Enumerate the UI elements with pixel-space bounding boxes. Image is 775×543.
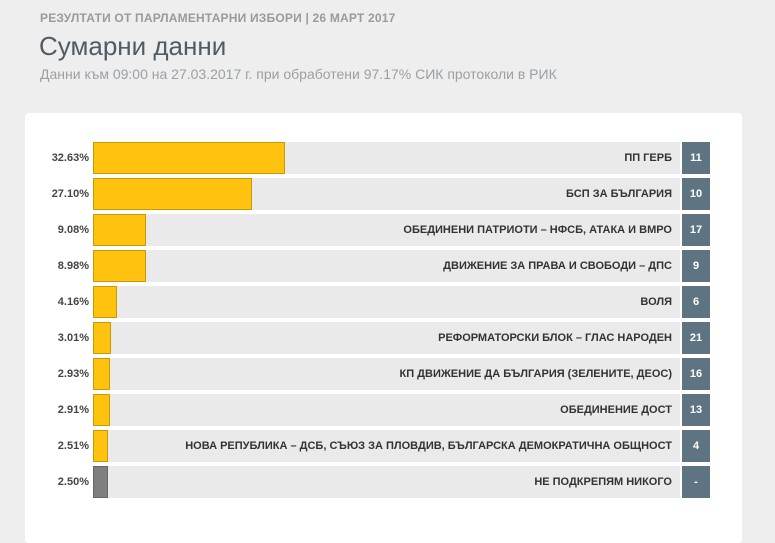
seats-badge: - [682, 466, 710, 498]
result-row: 3.01% РЕФОРМАТОРСКИ БЛОК – ГЛАС НАРОДЕН 21 [25, 322, 742, 354]
seats-badge: 21 [682, 322, 710, 354]
party-label: ПП ГЕРБ [624, 152, 672, 164]
bar-track: ПП ГЕРБ [93, 142, 680, 174]
seats-badge: 10 [682, 178, 710, 210]
seats-badge: 4 [682, 430, 710, 462]
seats-badge: 9 [682, 250, 710, 282]
seats-badge: 13 [682, 394, 710, 426]
percent-label: 8.98% [57, 260, 89, 272]
party-label: НОВА РЕПУБЛИКА – ДСБ, СЪЮЗ ЗА ПЛОВДИВ, Б… [185, 440, 672, 452]
party-label: ДВИЖЕНИЕ ЗА ПРАВА И СВОБОДИ – ДПС [443, 260, 672, 272]
results-card: 32.63% ПП ГЕРБ 11 27.10% БСП ЗА БЪЛГАРИЯ 10 9.… [25, 113, 742, 543]
bar [93, 286, 118, 318]
percent-label: 2.51% [57, 440, 89, 452]
percent-label: 27.10% [51, 188, 89, 200]
party-label: ВОЛЯ [640, 296, 672, 308]
percent-label: 2.91% [57, 404, 89, 416]
result-row: 4.16% ВОЛЯ 6 [25, 286, 742, 318]
seats-badge: 11 [682, 142, 710, 174]
bar [93, 178, 253, 210]
result-row: 27.10% БСП ЗА БЪЛГАРИЯ 10 [25, 178, 742, 210]
seats-badge: 6 [682, 286, 710, 318]
bar [93, 250, 146, 282]
party-label: НЕ ПОДКРЕПЯМ НИКОГО [534, 476, 672, 488]
bar-track: ДВИЖЕНИЕ ЗА ПРАВА И СВОБОДИ – ДПС [93, 250, 680, 282]
result-row: 8.98% ДВИЖЕНИЕ ЗА ПРАВА И СВОБОДИ – ДПС 9 [25, 250, 742, 282]
seats-badge: 16 [682, 358, 710, 390]
bar-track: НЕ ПОДКРЕПЯМ НИКОГО [93, 466, 680, 498]
percent-label: 2.93% [57, 368, 89, 380]
bar-track: ОБЕДИНЕНИЕ ДОСТ [93, 394, 680, 426]
result-row: 32.63% ПП ГЕРБ 11 [25, 142, 742, 174]
bar [93, 466, 108, 498]
percent-label: 32.63% [51, 152, 89, 164]
bar-track: КП ДВИЖЕНИЕ ДА БЪЛГАРИЯ (ЗЕЛЕНИТЕ, ДЕОС) [93, 358, 680, 390]
party-label: ОБЕДИНЕНИ ПАТРИОТИ – НФСБ, АТАКА И ВМРО [403, 224, 672, 236]
result-row: 2.51% НОВА РЕПУБЛИКА – ДСБ, СЪЮЗ ЗА ПЛОВД… [25, 430, 742, 462]
bar [93, 322, 111, 354]
bar [93, 358, 111, 390]
bar-track: ВОЛЯ [93, 286, 680, 318]
bar [93, 394, 111, 426]
percent-label: 2.50% [57, 476, 89, 488]
seats-badge: 17 [682, 214, 710, 246]
page-supertitle: РЕЗУЛТАТИ ОТ ПАРЛАМЕНТАРНИ ИЗБОРИ | 26 М… [40, 11, 396, 25]
party-label: РЕФОРМАТОРСКИ БЛОК – ГЛАС НАРОДЕН [438, 332, 672, 344]
bar-track: НОВА РЕПУБЛИКА – ДСБ, СЪЮЗ ЗА ПЛОВДИВ, Б… [93, 430, 680, 462]
result-row: 2.50% НЕ ПОДКРЕПЯМ НИКОГО - [25, 466, 742, 498]
page-title: Сумарни данни [39, 31, 227, 61]
percent-label: 4.16% [57, 296, 89, 308]
party-label: БСП ЗА БЪЛГАРИЯ [566, 188, 672, 200]
party-label: ОБЕДИНЕНИЕ ДОСТ [560, 404, 672, 416]
bar [93, 430, 108, 462]
result-row: 9.08% ОБЕДИНЕНИ ПАТРИОТИ – НФСБ, АТАКА И … [25, 214, 742, 246]
bar-track: РЕФОРМАТОРСКИ БЛОК – ГЛАС НАРОДЕН [93, 322, 680, 354]
page-subtitle: Данни към 09:00 на 27.03.2017 г. при обр… [40, 66, 557, 82]
bar [93, 214, 147, 246]
result-row: 2.91% ОБЕДИНЕНИЕ ДОСТ 13 [25, 394, 742, 426]
party-label: КП ДВИЖЕНИЕ ДА БЪЛГАРИЯ (ЗЕЛЕНИТЕ, ДЕОС) [399, 368, 673, 380]
result-row: 2.93% КП ДВИЖЕНИЕ ДА БЪЛГАРИЯ (ЗЕЛЕНИТЕ, … [25, 358, 742, 390]
percent-label: 9.08% [57, 224, 89, 236]
bar-track: БСП ЗА БЪЛГАРИЯ [93, 178, 680, 210]
bar [93, 142, 285, 174]
bar-track: ОБЕДИНЕНИ ПАТРИОТИ – НФСБ, АТАКА И ВМРО [93, 214, 680, 246]
percent-label: 3.01% [57, 332, 89, 344]
